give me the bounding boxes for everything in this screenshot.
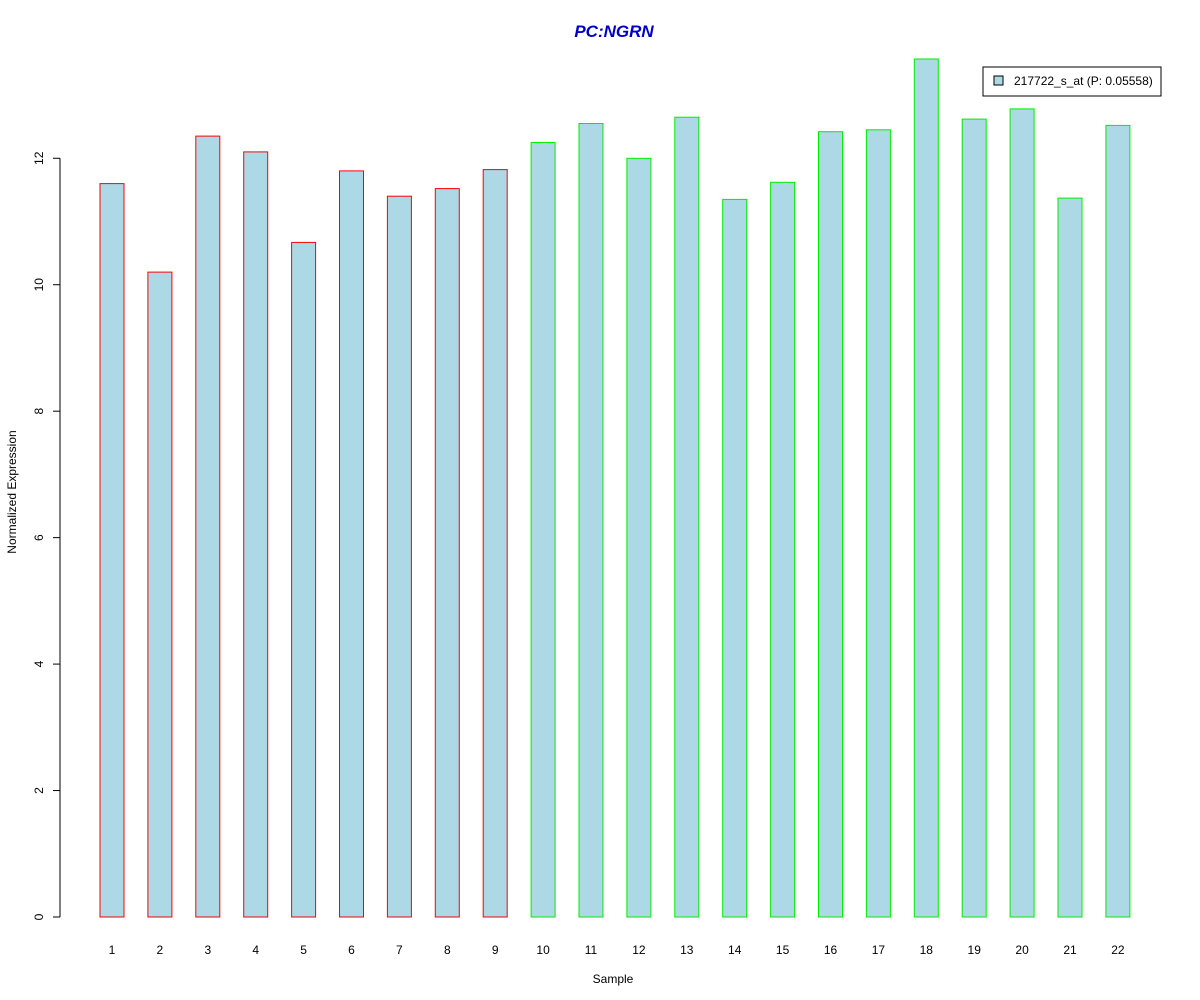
x-tick-label: 9 bbox=[492, 943, 499, 957]
x-tick-label: 12 bbox=[632, 943, 646, 957]
x-tick-label: 7 bbox=[396, 943, 403, 957]
x-tick-label: 8 bbox=[444, 943, 451, 957]
bar-sample-17 bbox=[865, 129, 891, 918]
bar-sample-16 bbox=[818, 131, 843, 918]
bar-sample-2 bbox=[147, 271, 173, 918]
bar-sample-1 bbox=[99, 183, 125, 918]
bar-sample-11 bbox=[578, 123, 604, 918]
x-tick-label: 2 bbox=[157, 943, 164, 957]
y-tick-label: 8 bbox=[32, 408, 46, 415]
x-tick-label: 15 bbox=[776, 943, 790, 957]
legend-swatch bbox=[993, 75, 1004, 86]
x-tick-label: 16 bbox=[824, 943, 838, 957]
legend-box bbox=[982, 66, 1162, 97]
bar-sample-6 bbox=[339, 170, 364, 918]
y-tick-label: 0 bbox=[32, 913, 46, 920]
bar-sample-12 bbox=[626, 157, 652, 918]
x-tick-label: 5 bbox=[300, 943, 307, 957]
bar-sample-18 bbox=[913, 58, 939, 918]
bar-sample-14 bbox=[722, 198, 748, 918]
bars bbox=[99, 58, 1131, 918]
x-tick-labels: 1 2 3 4 5 6 7 8 9 10 11 12 13 14 15 16 17 18 19 20 21 22 bbox=[109, 943, 1125, 957]
x-tick-label: 14 bbox=[728, 943, 742, 957]
bar-sample-3 bbox=[195, 135, 221, 918]
y-tick-label: 4 bbox=[32, 660, 46, 667]
bar-sample-4 bbox=[243, 151, 269, 918]
legend-label: 217722_s_at (P: 0.05558) bbox=[1014, 74, 1153, 88]
x-tick-label: 18 bbox=[920, 943, 934, 957]
y-tick-label: 10 bbox=[32, 278, 46, 292]
bar-sample-9 bbox=[482, 169, 508, 918]
chart-title: PC:NGRN bbox=[574, 22, 654, 41]
bar-sample-21 bbox=[1057, 197, 1083, 918]
x-tick-label: 13 bbox=[680, 943, 694, 957]
y-tick-label: 12 bbox=[32, 151, 46, 165]
bar-sample-8 bbox=[434, 188, 460, 918]
x-tick-label: 6 bbox=[348, 943, 355, 957]
x-tick-label: 19 bbox=[968, 943, 982, 957]
x-tick-label: 4 bbox=[252, 943, 259, 957]
x-tick-label: 21 bbox=[1063, 943, 1077, 957]
bar-sample-20 bbox=[1009, 108, 1035, 918]
x-axis-label: Sample bbox=[593, 972, 634, 986]
y-axis-label: Normalized Expression bbox=[5, 430, 19, 553]
bar-sample-15 bbox=[770, 181, 796, 918]
x-tick-label: 17 bbox=[872, 943, 886, 957]
x-tick-label: 20 bbox=[1015, 943, 1029, 957]
x-tick-label: 3 bbox=[204, 943, 211, 957]
y-axis: 0 2 4 6 8 10 12 bbox=[32, 151, 61, 920]
x-tick-label: 11 bbox=[585, 943, 598, 957]
bar-sample-5 bbox=[291, 241, 317, 918]
bar-sample-19 bbox=[961, 118, 987, 918]
x-tick-label: 1 bbox=[109, 943, 116, 957]
legend: 217722_s_at (P: 0.05558) bbox=[982, 66, 1162, 97]
y-tick-label: 2 bbox=[32, 787, 46, 794]
x-tick-label: 22 bbox=[1111, 943, 1125, 957]
bar-sample-13 bbox=[674, 116, 700, 918]
bar-sample-10 bbox=[530, 142, 556, 918]
bar-sample-7 bbox=[386, 195, 412, 918]
x-tick-label: 10 bbox=[536, 943, 550, 957]
y-tick-label: 6 bbox=[32, 534, 46, 541]
bar-sample-22 bbox=[1105, 124, 1131, 918]
